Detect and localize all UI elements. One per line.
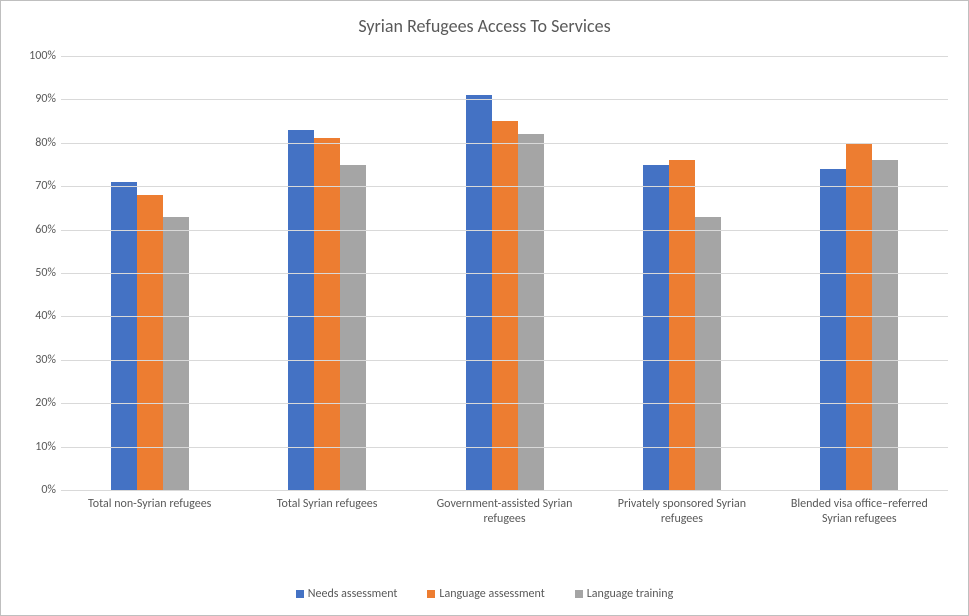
- y-axis-label: 80%: [16, 136, 56, 150]
- bar: [872, 160, 898, 490]
- gridline: [61, 403, 948, 404]
- y-axis-label: 100%: [16, 49, 56, 63]
- bar: [111, 182, 137, 490]
- y-axis-label: 90%: [16, 92, 56, 106]
- legend-swatch: [427, 590, 435, 598]
- chart-title: Syrian Refugees Access To Services: [1, 1, 968, 37]
- bar: [695, 217, 721, 490]
- bar: [340, 165, 366, 491]
- gridline: [61, 56, 948, 57]
- legend-item: Language training: [575, 587, 674, 601]
- legend-item: Language assessment: [427, 587, 544, 601]
- bar: [466, 95, 492, 490]
- y-axis-label: 70%: [16, 179, 56, 193]
- bar: [820, 169, 846, 490]
- y-axis-label: 0%: [16, 483, 56, 497]
- legend-label: Needs assessment: [308, 587, 398, 601]
- bar: [643, 165, 669, 491]
- x-axis-label: Total non-Syrian refugees: [61, 497, 238, 527]
- y-axis-label: 20%: [16, 396, 56, 410]
- y-axis-label: 40%: [16, 309, 56, 323]
- legend: Needs assessment Language assessment Langu…: [1, 587, 968, 601]
- x-axis-labels: Total non-Syrian refugeesTotal Syrian re…: [61, 497, 948, 527]
- gridline: [61, 230, 948, 231]
- chart-container: Syrian Refugees Access To Services 0%10%…: [0, 0, 969, 616]
- y-axis-label: 10%: [16, 440, 56, 454]
- bar: [669, 160, 695, 490]
- gridline: [61, 99, 948, 100]
- gridline: [61, 316, 948, 317]
- x-axis-label: Blended visa office–referred Syrian refu…: [771, 497, 948, 527]
- legend-item: Needs assessment: [296, 587, 398, 601]
- x-axis-label: Privately sponsored Syrian refugees: [593, 497, 770, 527]
- gridline: [61, 186, 948, 187]
- bar: [163, 217, 189, 490]
- x-axis-label: Government-assisted Syrian refugees: [416, 497, 593, 527]
- legend-swatch: [296, 590, 304, 598]
- y-axis-label: 30%: [16, 353, 56, 367]
- gridline: [61, 447, 948, 448]
- y-axis-label: 60%: [16, 223, 56, 237]
- legend-label: Language assessment: [439, 587, 544, 601]
- gridline: [61, 360, 948, 361]
- legend-label: Language training: [587, 587, 674, 601]
- plot-area: 0%10%20%30%40%50%60%70%80%90%100%: [61, 56, 948, 490]
- legend-swatch: [575, 590, 583, 598]
- bar: [288, 130, 314, 490]
- y-axis-label: 50%: [16, 266, 56, 280]
- gridline: [61, 273, 948, 274]
- bar: [518, 134, 544, 490]
- gridline: [61, 490, 948, 491]
- x-axis-label: Total Syrian refugees: [238, 497, 415, 527]
- bar: [314, 138, 340, 490]
- bar: [492, 121, 518, 490]
- gridline: [61, 143, 948, 144]
